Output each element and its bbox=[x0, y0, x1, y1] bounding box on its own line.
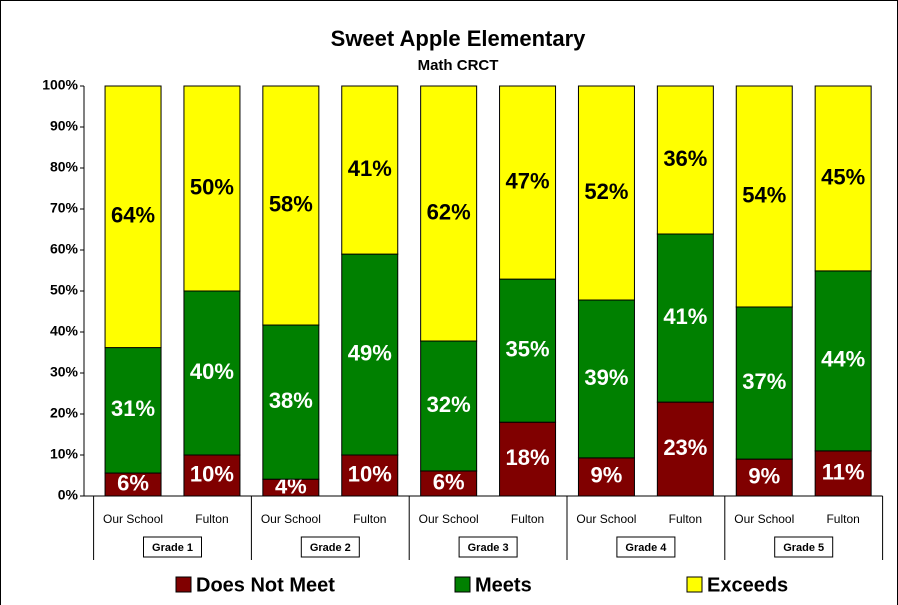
data-label: 35% bbox=[506, 336, 550, 361]
group-box bbox=[774, 536, 834, 558]
data-label: 18% bbox=[506, 445, 550, 470]
data-label: 9% bbox=[748, 463, 780, 488]
x-tick-label: Fulton bbox=[826, 512, 859, 526]
group-label: Grade 1 bbox=[152, 542, 193, 554]
x-tick-label: Our School bbox=[576, 512, 636, 526]
data-label: 45% bbox=[821, 164, 865, 189]
data-label: 49% bbox=[348, 340, 392, 365]
bar-segment bbox=[341, 85, 399, 255]
data-label: 58% bbox=[269, 191, 313, 216]
bar-segment bbox=[420, 85, 478, 342]
legend-label: Exceeds bbox=[707, 574, 788, 596]
bar-segment bbox=[814, 450, 872, 497]
data-label: 62% bbox=[427, 199, 471, 224]
data-label: 10% bbox=[348, 461, 392, 486]
legend-label: Meets bbox=[475, 574, 532, 596]
x-tick-label: Our School bbox=[419, 512, 479, 526]
bar-segment bbox=[499, 85, 557, 280]
bar-segment bbox=[656, 401, 714, 497]
data-label: 23% bbox=[663, 435, 707, 460]
bar-segment bbox=[183, 85, 241, 292]
bar-segment bbox=[656, 233, 714, 403]
chart-title: Sweet Apple Elementary bbox=[331, 26, 586, 51]
bar-segment bbox=[577, 299, 635, 459]
bar-segment bbox=[577, 457, 635, 497]
legend-label: Does Not Meet bbox=[196, 574, 335, 596]
bar-segment bbox=[183, 290, 241, 456]
bar-segment bbox=[814, 85, 872, 272]
group-box bbox=[300, 536, 360, 558]
y-tick-label: 70% bbox=[50, 200, 79, 216]
bar-segment bbox=[577, 85, 635, 301]
bar-segment bbox=[499, 421, 557, 497]
x-tick-label: Our School bbox=[103, 512, 163, 526]
bar-segment bbox=[183, 454, 241, 497]
data-label: 32% bbox=[427, 392, 471, 417]
data-label: 37% bbox=[742, 369, 786, 394]
group-box bbox=[143, 536, 202, 558]
legend-swatch bbox=[175, 576, 192, 593]
bar-segment bbox=[104, 85, 162, 349]
bar-segment bbox=[656, 85, 714, 235]
data-label: 11% bbox=[822, 459, 865, 484]
data-label: 40% bbox=[190, 359, 234, 384]
x-tick-label: Our School bbox=[734, 512, 794, 526]
group-box bbox=[616, 536, 676, 558]
data-label: 36% bbox=[663, 146, 707, 171]
legend-swatch bbox=[686, 576, 703, 593]
x-tick-label: Fulton bbox=[353, 512, 386, 526]
data-label: 50% bbox=[190, 174, 234, 199]
bar-segment bbox=[735, 306, 793, 460]
data-label: 54% bbox=[742, 182, 786, 207]
data-label: 10% bbox=[190, 461, 234, 486]
bar-segment bbox=[341, 253, 399, 456]
group-label: Grade 5 bbox=[783, 542, 824, 554]
bar-segment bbox=[104, 347, 162, 474]
x-tick-label: Fulton bbox=[511, 512, 544, 526]
data-label: 41% bbox=[348, 156, 392, 181]
bar-segment bbox=[735, 85, 793, 308]
data-label: 9% bbox=[591, 463, 623, 488]
y-tick-label: 100% bbox=[42, 77, 78, 93]
data-label: 44% bbox=[821, 347, 865, 372]
y-tick-label: 0% bbox=[58, 487, 79, 503]
data-label: 6% bbox=[117, 470, 149, 495]
y-tick-label: 40% bbox=[50, 323, 79, 339]
data-label: 39% bbox=[584, 365, 628, 390]
group-label: Grade 2 bbox=[310, 542, 351, 554]
y-tick-label: 50% bbox=[50, 282, 79, 298]
y-tick-label: 80% bbox=[50, 159, 79, 175]
bar-segment bbox=[262, 85, 320, 326]
data-label: 52% bbox=[584, 179, 628, 204]
data-label: 47% bbox=[506, 168, 550, 193]
x-tick-label: Our School bbox=[261, 512, 321, 526]
bar-segment bbox=[262, 324, 320, 480]
y-tick-label: 30% bbox=[50, 364, 79, 380]
chart-subtitle: Math CRCT bbox=[418, 57, 499, 74]
bar-segment bbox=[814, 270, 872, 452]
group-label: Grade 4 bbox=[625, 542, 667, 554]
data-label: 6% bbox=[433, 469, 465, 494]
data-label: 38% bbox=[269, 388, 313, 413]
y-tick-label: 60% bbox=[50, 241, 79, 257]
x-tick-label: Fulton bbox=[195, 512, 228, 526]
y-tick-label: 10% bbox=[50, 446, 79, 462]
bar-segment bbox=[735, 458, 793, 497]
bar-segment bbox=[499, 278, 557, 423]
x-tick-label: Fulton bbox=[669, 512, 702, 526]
group-label: Grade 3 bbox=[468, 542, 509, 554]
legend-swatch bbox=[454, 576, 471, 593]
data-label: 41% bbox=[663, 304, 707, 329]
data-label: 31% bbox=[111, 396, 155, 421]
bar-segment bbox=[420, 470, 478, 497]
y-tick-label: 20% bbox=[50, 405, 79, 421]
group-box bbox=[458, 536, 518, 558]
bar-segment bbox=[420, 340, 478, 472]
y-tick-label: 90% bbox=[50, 118, 79, 134]
data-label: 64% bbox=[111, 203, 155, 228]
